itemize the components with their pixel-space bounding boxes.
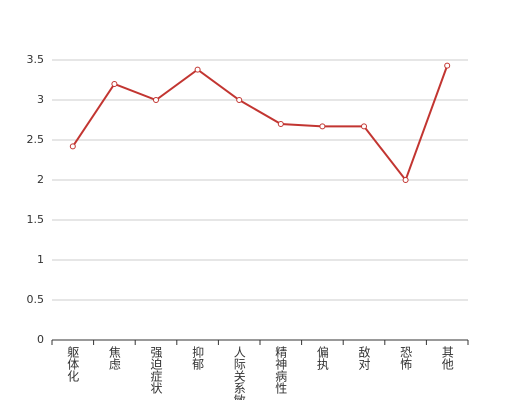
y-tick-label: 0 — [37, 333, 44, 346]
x-tick-label: 躯体化 — [66, 345, 80, 383]
point — [69, 143, 76, 150]
x-tick-label: 精神病性 — [274, 346, 288, 395]
x-tick-label: 抑郁 — [191, 345, 205, 371]
y-tick-label: 3.5 — [27, 53, 45, 66]
y-tick-label: 3 — [37, 93, 44, 106]
y-tick-label: 2.5 — [27, 133, 45, 146]
y-tick-label: 1 — [37, 253, 44, 266]
y-tick-label: 0.5 — [27, 293, 45, 306]
y-tick-label: 1.5 — [27, 213, 45, 226]
point — [277, 121, 284, 127]
line — [71, 65, 449, 183]
y-tick-label: 2 — [37, 173, 44, 186]
point — [361, 123, 367, 130]
x-tick-label: 敌对 — [357, 345, 371, 370]
point — [402, 177, 409, 183]
x-tick-label: 人际关系敏感 — [232, 346, 246, 400]
x-tick-label: 恐怖 — [399, 346, 413, 370]
point — [444, 62, 451, 69]
point — [236, 97, 243, 103]
point — [111, 81, 118, 87]
point — [319, 123, 326, 130]
x-tick-label: 其他 — [440, 346, 454, 370]
point — [153, 97, 159, 103]
x-tick-label: 焦虑 — [107, 346, 121, 370]
point — [194, 66, 201, 73]
x-tick-label: 强迫症状 — [149, 346, 163, 394]
x-tick-label: 偏执 — [315, 345, 329, 371]
